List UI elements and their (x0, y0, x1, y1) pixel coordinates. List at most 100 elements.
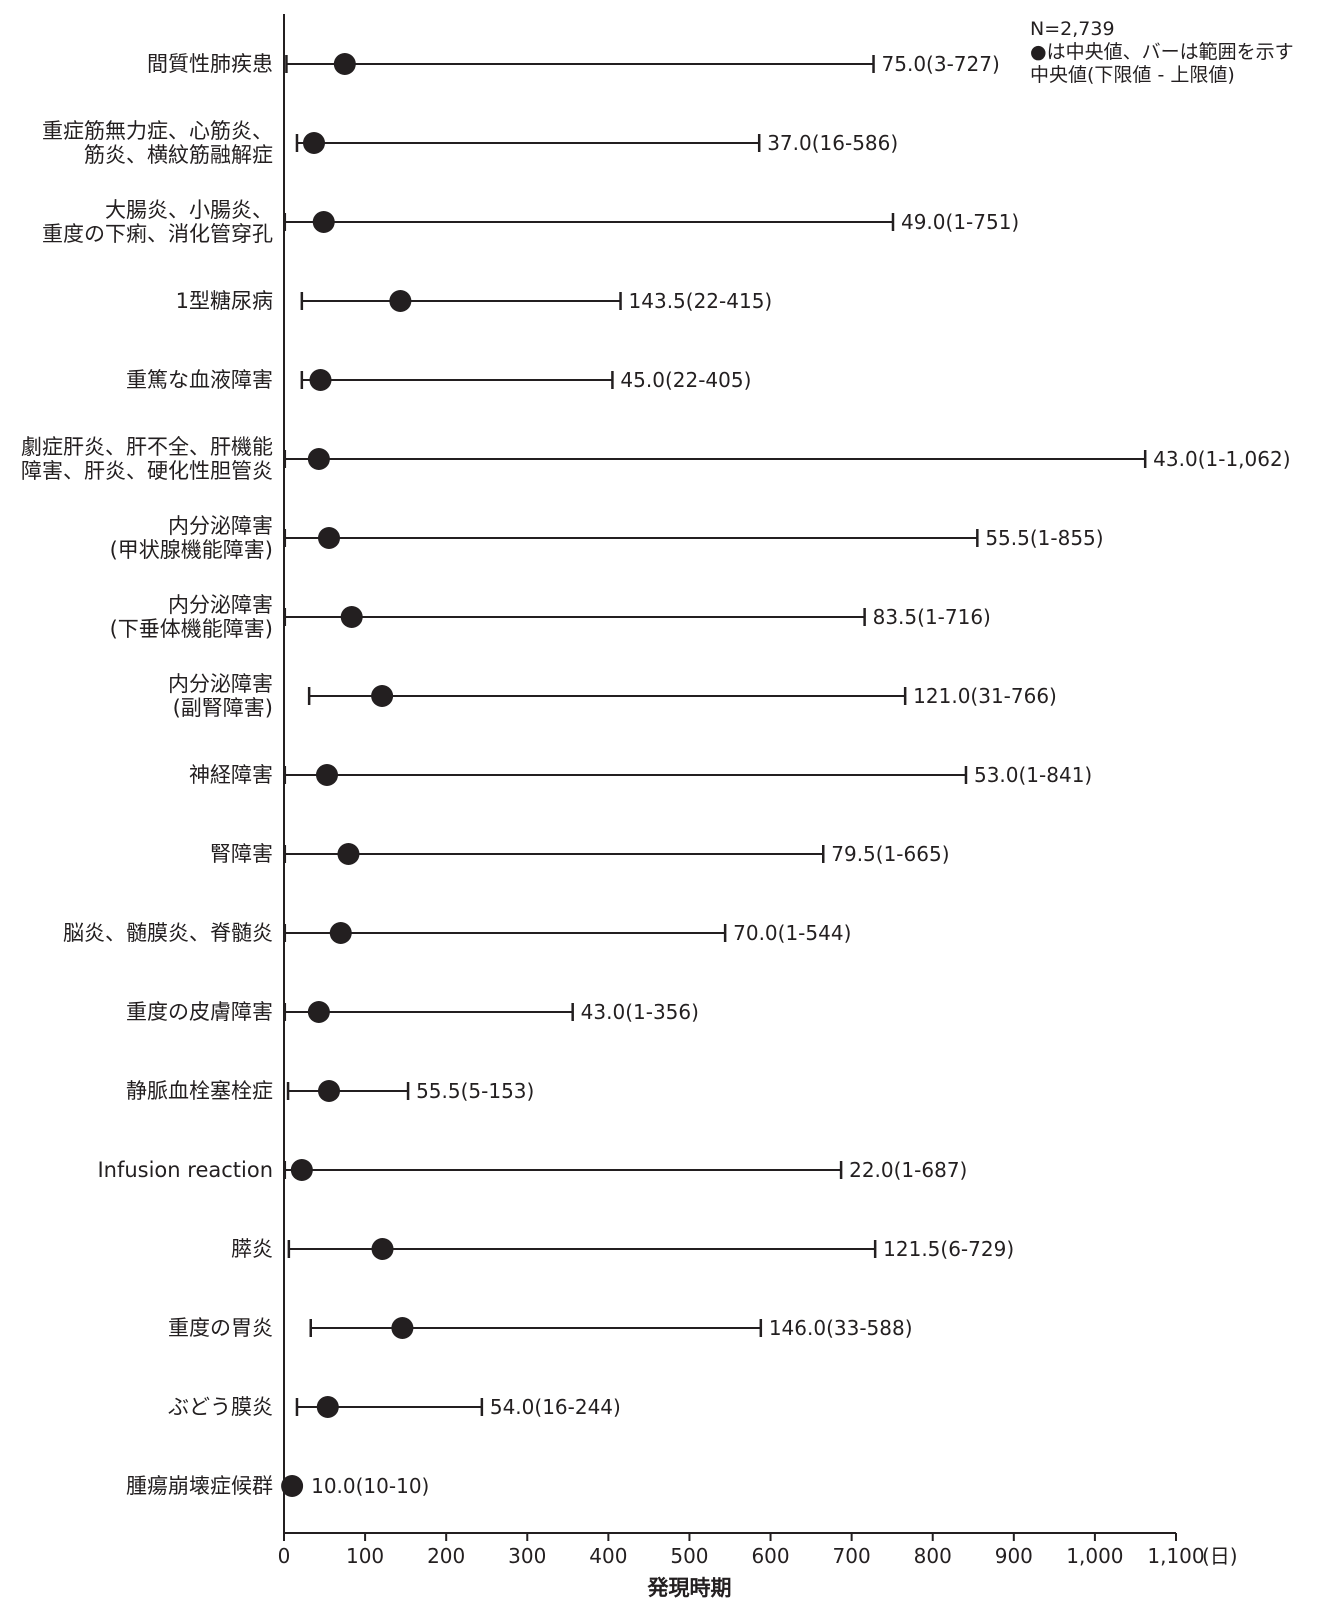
value-label: 43.0(1-356) (581, 1000, 699, 1024)
value-label: 10.0(10-10) (311, 1474, 429, 1498)
value-label: 37.0(16-586) (767, 131, 898, 155)
median-dot (329, 922, 352, 944)
value-label: 43.0(1-1,062) (1153, 447, 1290, 471)
category-label: (甲状腺機能障害) (110, 538, 273, 562)
value-label: 54.0(16-244) (490, 1395, 621, 1419)
category-label: 間質性肺疾患 (147, 52, 273, 76)
value-label: 49.0(1-751) (901, 210, 1019, 234)
x-tick-label: 500 (670, 1544, 708, 1568)
data-row: 1型糖尿病 143.5(22-415) (176, 289, 773, 313)
median-dot (307, 448, 330, 470)
data-row: 腫瘍崩壊症候群 10.0(10-10) (126, 1474, 429, 1498)
x-tick-label: 800 (914, 1544, 952, 1568)
x-tick-label: 600 (751, 1544, 789, 1568)
data-row: 内分泌障害(副腎障害) 121.0(31-766) (168, 672, 1057, 720)
data-row: 重篤な血液障害 45.0(22-405) (126, 368, 751, 392)
data-row: 静脈血栓塞栓症 55.5(5-153) (126, 1079, 534, 1103)
x-tick-label: 1,100 (1147, 1544, 1204, 1568)
value-label: 70.0(1-544) (733, 921, 851, 945)
category-label: (副腎障害) (173, 696, 273, 720)
category-label: 腫瘍崩壊症候群 (126, 1474, 273, 1498)
category-label: 1型糖尿病 (176, 289, 273, 313)
median-dot (307, 1001, 330, 1023)
value-label: 55.5(5-153) (416, 1079, 534, 1103)
median-dot (371, 1238, 394, 1260)
median-dot (318, 1080, 341, 1102)
median-dot (318, 527, 341, 549)
x-tick-label: 1,000 (1066, 1544, 1123, 1568)
category-label: 膵炎 (231, 1237, 273, 1261)
category-label: 内分泌障害 (168, 593, 273, 617)
median-dot (371, 685, 394, 707)
category-label: 劇症肝炎、肝不全、肝機能 (21, 435, 273, 459)
category-label: 筋炎、横紋筋融解症 (84, 143, 273, 167)
median-dot (309, 369, 332, 391)
data-row: 重症筋無力症、心筋炎、筋炎、横紋筋融解症 37.0(16-586) (42, 119, 898, 167)
median-dot (316, 1396, 339, 1418)
data-row: 内分泌障害(下垂体機能障害) 83.5(1-716) (110, 593, 991, 641)
x-axis-unit: (日) (1202, 1544, 1238, 1568)
category-label: 重篤な血液障害 (126, 368, 273, 392)
category-label: 内分泌障害 (168, 514, 273, 538)
data-row: 間質性肺疾患 75.0(3-727) (147, 52, 1000, 76)
data-row: Infusion reaction 22.0(1-687) (97, 1158, 967, 1182)
median-dot (303, 132, 326, 154)
data-row: 内分泌障害(甲状腺機能障害) 55.5(1-855) (110, 514, 1104, 562)
x-axis-title: 発現時期 (646, 1576, 731, 1600)
median-dot (281, 1475, 304, 1497)
data-row: 脳炎、髄膜炎、脊髄炎 70.0(1-544) (63, 921, 851, 945)
value-label: 53.0(1-841) (974, 763, 1092, 787)
data-row: 腎障害 79.5(1-665) (210, 842, 950, 866)
x-tick-label: 400 (589, 1544, 627, 1568)
value-label: 143.5(22-415) (629, 289, 773, 313)
median-dot (312, 211, 335, 233)
median-dot (315, 764, 338, 786)
category-label: 神経障害 (189, 763, 273, 787)
median-dot (337, 843, 360, 865)
category-label: 障害、肝炎、硬化性胆管炎 (21, 459, 273, 483)
category-label: 大腸炎、小腸炎、 (105, 198, 273, 222)
category-label: 重度の皮膚障害 (126, 1000, 273, 1024)
data-row: 重度の胃炎 146.0(33-588) (168, 1316, 913, 1340)
value-label: 79.5(1-665) (831, 842, 949, 866)
value-label: 121.0(31-766) (913, 684, 1057, 708)
category-label: 重症筋無力症、心筋炎、 (42, 119, 273, 143)
x-tick-label: 100 (346, 1544, 384, 1568)
median-dot (290, 1159, 313, 1181)
legend: N=2,739 ●は中央値、バーは範囲を示す 中央値(下限値 - 上限値) (1030, 18, 1294, 87)
category-label: (下垂体機能障害) (110, 617, 273, 641)
category-label: 脳炎、髄膜炎、脊髄炎 (63, 921, 273, 945)
category-label: 腎障害 (210, 842, 273, 866)
category-label: 内分泌障害 (168, 672, 273, 696)
data-row: 神経障害 53.0(1-841) (189, 763, 1092, 787)
x-tick-label: 0 (278, 1544, 291, 1568)
x-tick-label: 300 (508, 1544, 546, 1568)
value-label: 55.5(1-855) (985, 526, 1103, 550)
median-dot (389, 290, 412, 312)
x-tick-label: 200 (427, 1544, 465, 1568)
category-label: 静脈血栓塞栓症 (126, 1079, 273, 1103)
value-label: 22.0(1-687) (849, 1158, 967, 1182)
data-row: ぶどう膜炎 54.0(16-244) (168, 1395, 621, 1419)
median-dot (340, 606, 363, 628)
legend-format-note: 中央値(下限値 - 上限値) (1030, 64, 1235, 86)
data-row: 大腸炎、小腸炎、重度の下痢、消化管穿孔 49.0(1-751) (42, 198, 1019, 246)
value-label: 121.5(6-729) (883, 1237, 1014, 1261)
value-label: 146.0(33-588) (769, 1316, 913, 1340)
median-dot (333, 53, 356, 75)
value-label: 45.0(22-405) (620, 368, 751, 392)
value-label: 75.0(3-727) (882, 52, 1000, 76)
x-tick-label: 900 (995, 1544, 1033, 1568)
median-dot (391, 1317, 414, 1339)
x-tick-label: 700 (833, 1544, 871, 1568)
data-row: 重度の皮膚障害 43.0(1-356) (126, 1000, 699, 1024)
value-label: 83.5(1-716) (873, 605, 991, 629)
category-label: ぶどう膜炎 (168, 1395, 273, 1419)
data-row: 膵炎 121.5(6-729) (231, 1237, 1014, 1261)
category-label: Infusion reaction (97, 1158, 273, 1182)
legend-sample-size: N=2,739 (1030, 18, 1115, 40)
category-label: 重度の下痢、消化管穿孔 (42, 222, 273, 246)
legend-marker-note: ●は中央値、バーは範囲を示す (1030, 41, 1294, 63)
